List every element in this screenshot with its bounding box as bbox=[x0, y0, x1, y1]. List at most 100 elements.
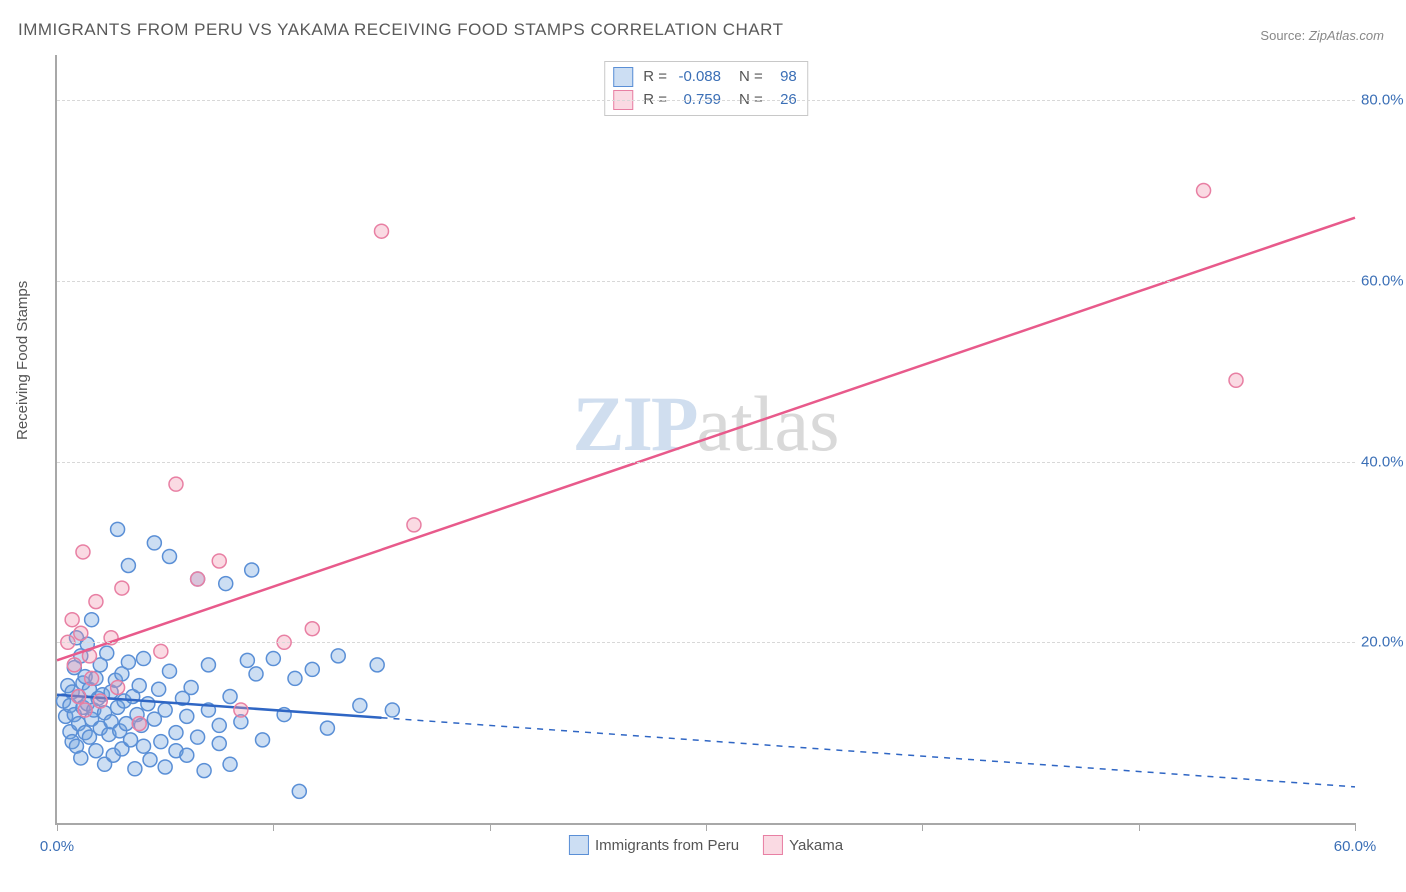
gridline bbox=[57, 281, 1355, 282]
data-point-peru bbox=[121, 655, 135, 669]
data-point-peru bbox=[85, 613, 99, 627]
y-tick-label: 20.0% bbox=[1361, 634, 1406, 651]
y-axis-label: Receiving Food Stamps bbox=[14, 281, 31, 440]
source-value: ZipAtlas.com bbox=[1309, 28, 1384, 43]
data-point-yakama bbox=[65, 613, 79, 627]
data-point-peru bbox=[191, 730, 205, 744]
y-tick-label: 60.0% bbox=[1361, 272, 1406, 289]
plot-area: ZIPatlas R = -0.088 N = 98 R = 0.759 N =… bbox=[55, 55, 1355, 825]
data-point-peru bbox=[320, 721, 334, 735]
peru-r-value: -0.088 bbox=[673, 66, 721, 89]
data-point-peru bbox=[249, 667, 263, 681]
source-label: Source: bbox=[1260, 28, 1305, 43]
legend-item-yakama: Yakama bbox=[763, 835, 843, 855]
data-point-peru bbox=[100, 646, 114, 660]
x-tick-label: 60.0% bbox=[1334, 838, 1377, 855]
data-point-yakama bbox=[407, 518, 421, 532]
source: Source: ZipAtlas.com bbox=[1260, 28, 1384, 43]
data-point-peru bbox=[240, 653, 254, 667]
data-point-peru bbox=[223, 757, 237, 771]
data-point-peru bbox=[331, 649, 345, 663]
x-tick-mark bbox=[706, 823, 707, 831]
x-tick-mark bbox=[922, 823, 923, 831]
trend-line-yakama bbox=[57, 218, 1355, 661]
trend-line-dashed-peru bbox=[382, 718, 1356, 787]
data-point-peru bbox=[169, 726, 183, 740]
data-point-peru bbox=[288, 671, 302, 685]
chart-title: IMMIGRANTS FROM PERU VS YAKAMA RECEIVING… bbox=[18, 20, 783, 40]
data-point-yakama bbox=[115, 581, 129, 595]
x-tick-mark bbox=[490, 823, 491, 831]
data-point-yakama bbox=[85, 671, 99, 685]
data-point-peru bbox=[132, 679, 146, 693]
data-point-peru bbox=[305, 662, 319, 676]
gridline bbox=[57, 462, 1355, 463]
n-label: N = bbox=[739, 66, 763, 89]
data-point-peru bbox=[143, 753, 157, 767]
gridline bbox=[57, 642, 1355, 643]
data-point-yakama bbox=[76, 545, 90, 559]
data-point-peru bbox=[184, 680, 198, 694]
data-point-peru bbox=[353, 699, 367, 713]
data-point-peru bbox=[152, 682, 166, 696]
data-point-peru bbox=[162, 664, 176, 678]
data-point-peru bbox=[212, 718, 226, 732]
data-point-peru bbox=[201, 658, 215, 672]
data-point-peru bbox=[158, 760, 172, 774]
data-point-yakama bbox=[212, 554, 226, 568]
data-point-yakama bbox=[191, 572, 205, 586]
gridline bbox=[57, 100, 1355, 101]
data-point-peru bbox=[223, 690, 237, 704]
data-point-yakama bbox=[78, 703, 92, 717]
data-point-peru bbox=[266, 652, 280, 666]
legend-correlation: R = -0.088 N = 98 R = 0.759 N = 26 bbox=[604, 61, 808, 116]
y-tick-label: 80.0% bbox=[1361, 92, 1406, 109]
data-point-peru bbox=[292, 784, 306, 798]
data-point-yakama bbox=[375, 224, 389, 238]
data-point-peru bbox=[89, 744, 103, 758]
legend-row-peru: R = -0.088 N = 98 bbox=[613, 66, 797, 89]
data-point-peru bbox=[137, 652, 151, 666]
data-point-peru bbox=[212, 736, 226, 750]
data-point-peru bbox=[370, 658, 384, 672]
data-point-peru bbox=[256, 733, 270, 747]
legend-label-peru: Immigrants from Peru bbox=[595, 837, 739, 854]
data-point-peru bbox=[124, 733, 138, 747]
data-point-peru bbox=[147, 536, 161, 550]
peru-n-value: 98 bbox=[769, 66, 797, 89]
data-point-peru bbox=[162, 549, 176, 563]
r-label: R = bbox=[643, 66, 667, 89]
data-point-yakama bbox=[234, 703, 248, 717]
data-point-peru bbox=[74, 751, 88, 765]
data-point-peru bbox=[137, 739, 151, 753]
swatch-peru bbox=[613, 67, 633, 87]
data-point-yakama bbox=[305, 622, 319, 636]
data-point-yakama bbox=[1197, 184, 1211, 198]
data-point-yakama bbox=[93, 694, 107, 708]
swatch-peru-icon bbox=[569, 835, 589, 855]
x-tick-label: 0.0% bbox=[40, 838, 74, 855]
data-point-peru bbox=[121, 558, 135, 572]
data-point-yakama bbox=[111, 680, 125, 694]
data-point-peru bbox=[180, 709, 194, 723]
chart-svg bbox=[57, 55, 1355, 823]
swatch-yakama-icon bbox=[763, 835, 783, 855]
data-point-yakama bbox=[67, 658, 81, 672]
data-point-peru bbox=[154, 735, 168, 749]
x-tick-mark bbox=[273, 823, 274, 831]
data-point-peru bbox=[385, 703, 399, 717]
data-point-peru bbox=[219, 577, 233, 591]
data-point-yakama bbox=[169, 477, 183, 491]
data-point-yakama bbox=[1229, 373, 1243, 387]
x-tick-mark bbox=[1355, 823, 1356, 831]
data-point-yakama bbox=[89, 595, 103, 609]
data-point-peru bbox=[180, 748, 194, 762]
data-point-yakama bbox=[74, 626, 88, 640]
legend-series: Immigrants from Peru Yakama bbox=[569, 835, 843, 855]
legend-label-yakama: Yakama bbox=[789, 837, 843, 854]
data-point-yakama bbox=[132, 717, 146, 731]
legend-item-peru: Immigrants from Peru bbox=[569, 835, 739, 855]
data-point-peru bbox=[158, 703, 172, 717]
y-tick-label: 40.0% bbox=[1361, 453, 1406, 470]
data-point-peru bbox=[141, 697, 155, 711]
